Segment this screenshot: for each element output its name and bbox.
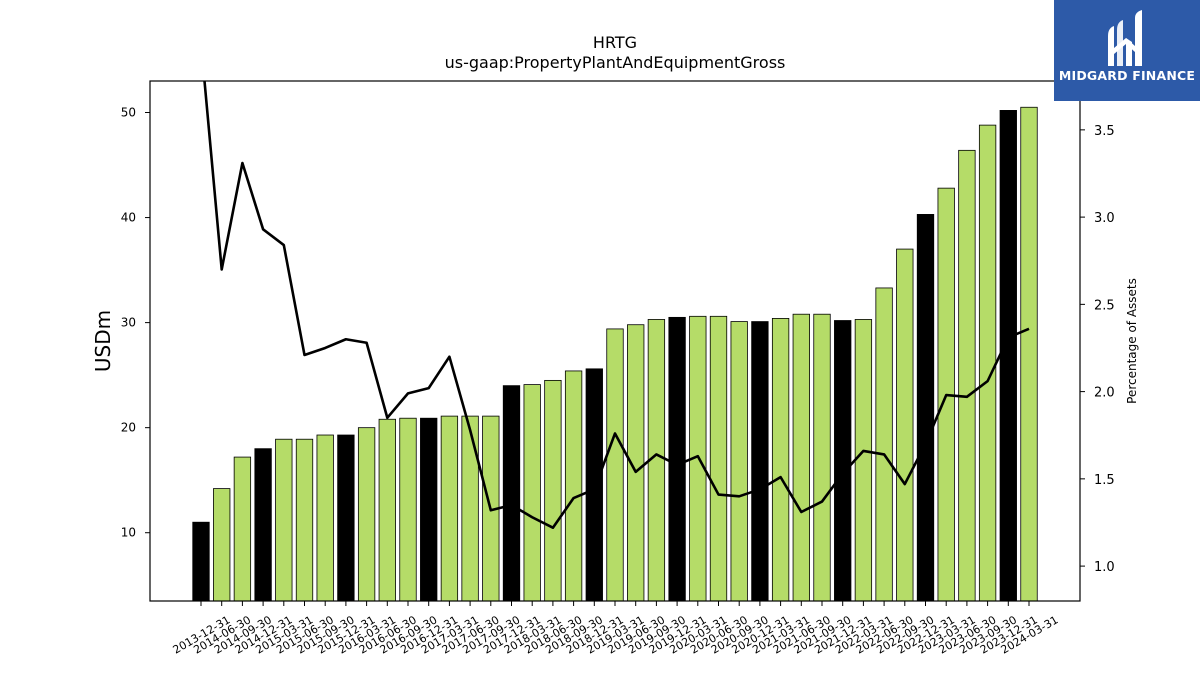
brand-logo: MIDGARD FINANCE xyxy=(1054,0,1200,101)
bar xyxy=(709,315,728,602)
bar xyxy=(275,438,293,602)
bar xyxy=(606,328,624,602)
brand-name: MIDGARD FINANCE xyxy=(1058,68,1196,83)
bar xyxy=(378,418,396,602)
bar xyxy=(337,434,355,602)
y-tick-label: 40 xyxy=(121,211,136,225)
bar xyxy=(440,415,459,602)
percentage-line xyxy=(203,81,1030,530)
y2-tick-label: 1.5 xyxy=(1094,473,1115,488)
bar xyxy=(233,456,252,602)
bar xyxy=(834,320,852,602)
x-axis: 2013-12-312014-06-302014-09-302014-12-31… xyxy=(171,601,1061,657)
bar xyxy=(792,313,810,602)
bar xyxy=(357,427,376,602)
bar xyxy=(1020,106,1038,602)
bar-series xyxy=(192,106,1038,602)
y-axis-label: USDm xyxy=(91,310,115,372)
bar xyxy=(254,448,272,602)
y2-tick-label: 3.5 xyxy=(1094,124,1115,139)
midgard-logo-icon xyxy=(1108,10,1142,66)
y-tick-label: 10 xyxy=(121,526,136,540)
bar xyxy=(502,385,521,602)
bar xyxy=(544,379,562,602)
y2-tick-label: 2.0 xyxy=(1094,386,1115,401)
bar xyxy=(916,214,935,602)
bar xyxy=(213,488,231,602)
bar xyxy=(999,110,1017,602)
bar xyxy=(958,149,976,602)
bar xyxy=(295,438,314,602)
bar xyxy=(420,417,438,602)
bar xyxy=(316,434,334,602)
y-axis-right: 1.0 1.5 2.0 2.5 3.0 3.5 xyxy=(1080,124,1115,575)
y-axis-left: 10 20 30 40 50 xyxy=(121,106,150,540)
bar xyxy=(192,521,210,602)
bar xyxy=(523,384,541,602)
bar xyxy=(813,313,831,602)
chart-title: HRTG xyxy=(593,33,637,52)
bar xyxy=(585,368,603,602)
y2-axis-label: Percentage of Assets xyxy=(1125,278,1139,404)
bar xyxy=(875,287,893,602)
bar xyxy=(854,319,873,602)
bar xyxy=(896,248,914,602)
bar xyxy=(978,124,997,602)
bar xyxy=(668,316,686,602)
y-tick-label: 30 xyxy=(121,316,136,330)
y2-tick-label: 1.0 xyxy=(1094,560,1115,575)
y-tick-label: 20 xyxy=(121,421,136,435)
y-tick-label: 50 xyxy=(121,106,136,120)
bar xyxy=(564,370,583,602)
bar xyxy=(461,415,479,602)
bar xyxy=(399,417,417,602)
chart-subtitle: us-gaap:PropertyPlantAndEquipmentGross xyxy=(445,53,786,72)
bar xyxy=(730,321,748,602)
bar xyxy=(771,318,790,602)
bar xyxy=(751,321,769,602)
y2-tick-label: 2.5 xyxy=(1094,298,1115,313)
y2-tick-label: 3.0 xyxy=(1094,211,1115,226)
line-series xyxy=(203,81,1030,530)
